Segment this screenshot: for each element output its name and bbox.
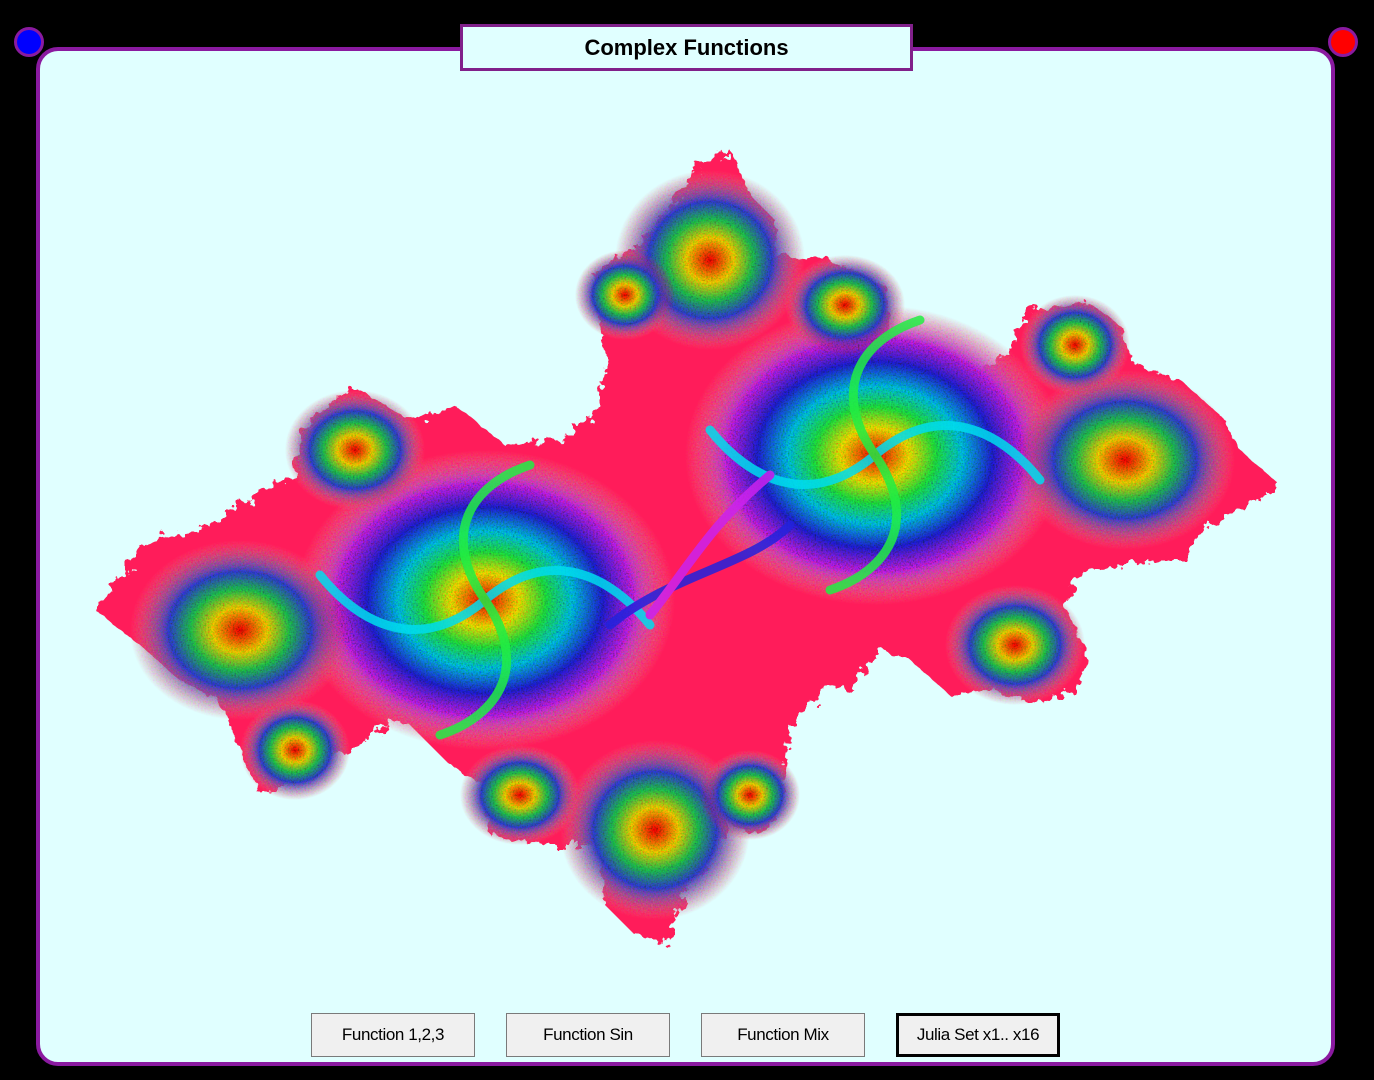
function-mix-button[interactable]: Function Mix: [701, 1013, 865, 1057]
window-title-text: Complex Functions: [584, 34, 789, 60]
window-title: Complex Functions: [460, 24, 913, 71]
function-sin-button[interactable]: Function Sin: [506, 1013, 670, 1057]
red-circle-icon[interactable]: [1328, 27, 1358, 57]
fractal-swirls: [130, 170, 1235, 920]
blue-circle-icon[interactable]: [14, 27, 44, 57]
fractal-spiral-arms: [315, 315, 1045, 740]
julia-set-fractal-image: [95, 150, 1280, 945]
julia-set-button[interactable]: Julia Set x1.. x16: [896, 1013, 1060, 1057]
function-123-button[interactable]: Function 1,2,3: [311, 1013, 475, 1057]
fractal-body: [95, 150, 1280, 945]
